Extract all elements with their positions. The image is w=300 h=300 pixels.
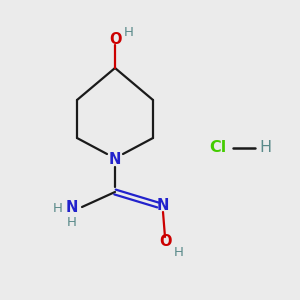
Text: H: H	[67, 215, 77, 229]
Text: N: N	[109, 152, 121, 167]
Text: O: O	[109, 32, 121, 47]
Text: Cl: Cl	[209, 140, 226, 155]
Text: H: H	[259, 140, 271, 155]
Text: H: H	[53, 202, 63, 214]
Text: O: O	[159, 235, 171, 250]
Text: H: H	[174, 245, 184, 259]
Text: N: N	[66, 200, 78, 215]
Text: N: N	[157, 197, 169, 212]
Text: H: H	[124, 26, 134, 38]
